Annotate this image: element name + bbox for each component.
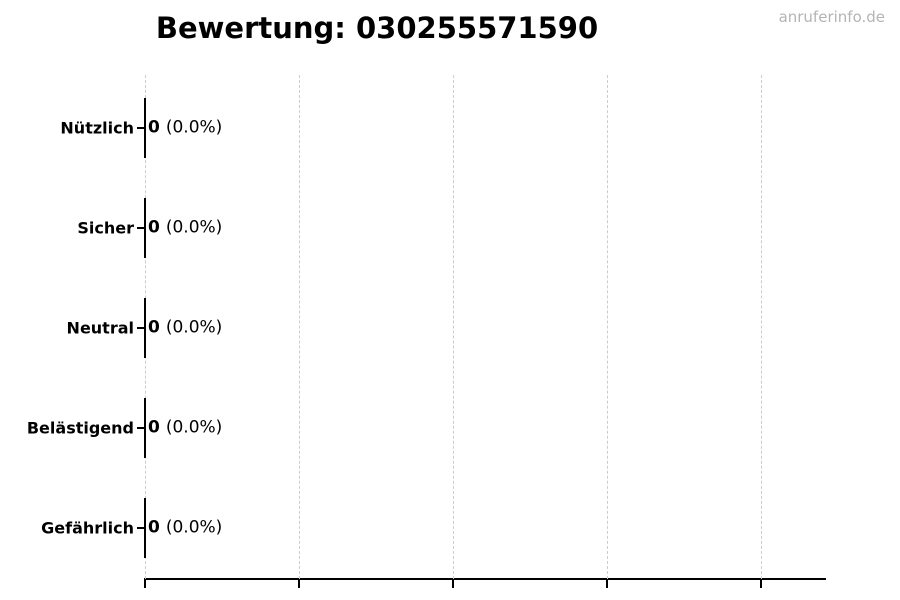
bar-percent-2: (0.0%) [165, 317, 223, 338]
bar-zero-width-1 [144, 198, 146, 258]
x-axis-tick-4 [760, 580, 762, 588]
category-label-3: Belästigend [26, 418, 134, 438]
bar-zero-width-0 [144, 98, 146, 158]
bar-value-label-1: 0 (0.0%) [148, 218, 222, 238]
x-gridline-2 [453, 75, 454, 579]
bar-value-label-2: 0 (0.0%) [148, 318, 222, 338]
category-label-2: Neutral [66, 318, 134, 338]
x-axis-tick-3 [606, 580, 608, 588]
bar-count-2: 0 [148, 317, 160, 338]
x-gridline-1 [299, 75, 300, 579]
bar-count-0: 0 [148, 117, 160, 138]
x-axis-tick-1 [298, 580, 300, 588]
category-label-4: Gefährlich [41, 518, 134, 538]
bar-count-4: 0 [148, 517, 160, 538]
y-axis-tick-4 [137, 527, 145, 529]
bar-percent-4: (0.0%) [165, 517, 223, 538]
bar-count-3: 0 [148, 417, 160, 438]
x-axis-tick-0 [144, 580, 146, 588]
y-axis-tick-1 [137, 227, 145, 229]
bar-percent-1: (0.0%) [165, 217, 223, 238]
bar-count-1: 0 [148, 217, 160, 238]
x-axis-spine [144, 578, 826, 580]
chart-title: Bewertung: 030255571590 [155, 11, 599, 45]
x-gridline-4 [761, 75, 762, 579]
bar-value-label-3: 0 (0.0%) [148, 418, 222, 438]
y-axis-tick-2 [137, 327, 145, 329]
category-label-0: Nützlich [60, 118, 134, 138]
bar-value-label-4: 0 (0.0%) [148, 518, 222, 538]
x-gridline-3 [607, 75, 608, 579]
category-label-1: Sicher [77, 218, 134, 238]
bar-zero-width-3 [144, 398, 146, 458]
x-axis-tick-2 [452, 580, 454, 588]
bar-zero-width-2 [144, 298, 146, 358]
bar-zero-width-4 [144, 498, 146, 558]
watermark-text: anruferinfo.de [778, 8, 885, 26]
bar-value-label-0: 0 (0.0%) [148, 118, 222, 138]
y-axis-tick-3 [137, 427, 145, 429]
bar-percent-0: (0.0%) [165, 117, 223, 138]
bar-percent-3: (0.0%) [165, 417, 223, 438]
y-axis-tick-0 [137, 127, 145, 129]
